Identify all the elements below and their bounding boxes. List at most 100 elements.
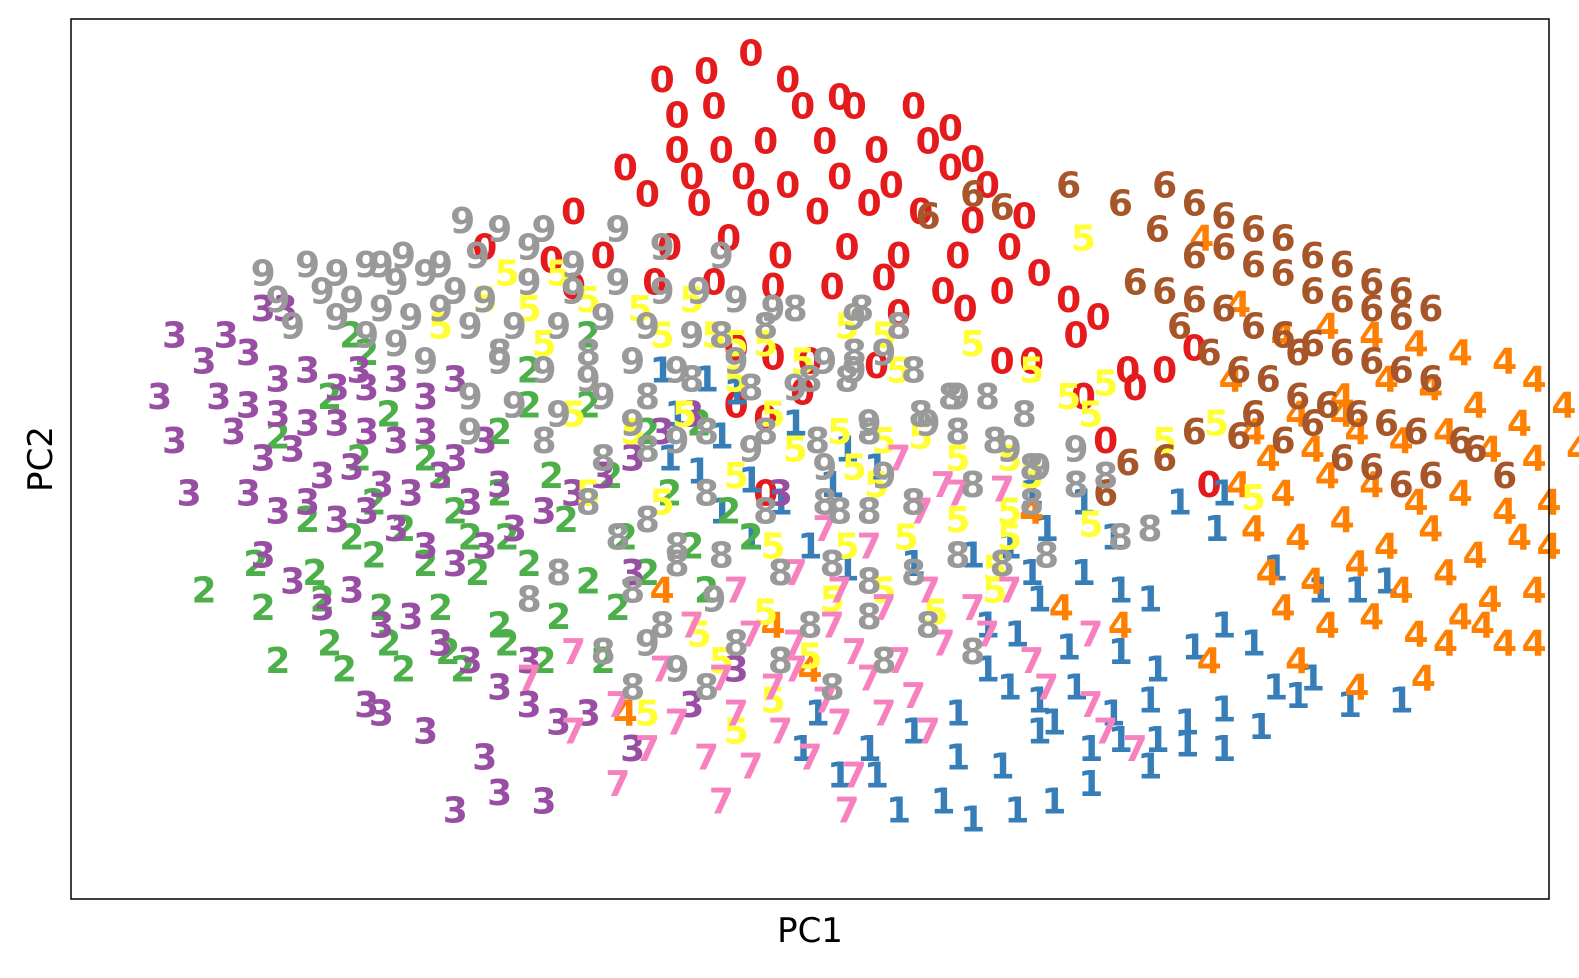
point-digit-9: 9 [369,289,394,330]
point-digit-4: 4 [1448,333,1473,374]
point-digit-8: 8 [960,465,985,506]
point-digit-1: 1 [1108,720,1133,761]
point-digit-0: 0 [990,342,1015,383]
point-digit-9: 9 [531,351,556,392]
point-digit-3: 3 [650,412,675,453]
point-digit-1: 1 [1145,720,1170,761]
point-digit-1: 1 [975,606,1000,647]
point-digit-4: 4 [1433,412,1458,453]
point-digit-4: 4 [1270,474,1295,515]
point-digit-8: 8 [975,377,1000,418]
point-digit-9: 9 [812,447,837,488]
point-digit-6: 6 [1403,412,1428,453]
point-digit-0: 0 [827,78,852,119]
point-digit-3: 3 [517,641,542,682]
point-digit-0: 0 [1197,465,1222,506]
point-digit-8: 8 [1019,483,1044,524]
point-digit-3: 3 [265,395,290,436]
point-digit-6: 6 [1256,359,1281,400]
point-digit-1: 1 [1204,509,1229,550]
point-digit-1: 1 [1300,659,1325,700]
point-digit-3: 3 [339,447,364,488]
point-digit-4: 4 [1197,641,1222,682]
point-digit-1: 1 [1374,562,1399,603]
point-digit-6: 6 [1182,183,1207,224]
point-digit-9: 9 [487,210,512,251]
point-digit-5: 5 [1019,351,1044,392]
point-digit-9: 9 [871,333,896,374]
point-digit-9: 9 [591,377,616,418]
point-digit-9: 9 [561,245,586,286]
point-digit-1: 1 [1211,474,1236,515]
point-digit-5: 5 [1078,505,1103,546]
point-digit-9: 9 [428,245,453,286]
point-digit-4: 4 [1403,615,1428,656]
point-digit-1: 1 [738,461,763,502]
point-digit-0: 0 [642,263,667,304]
point-digit-1: 1 [1285,676,1310,717]
point-digit-1: 1 [709,491,734,532]
point-digit-9: 9 [871,456,896,497]
point-digit-1: 1 [1211,729,1236,770]
point-digit-1: 1 [1145,650,1170,691]
point-digit-3: 3 [384,421,409,462]
point-digit-2: 2 [295,500,320,541]
point-digit-1: 1 [1167,483,1192,524]
point-digit-6: 6 [1115,443,1140,484]
point-digit-7: 7 [1093,711,1118,752]
point-digit-0: 0 [1056,280,1081,321]
point-digit-6: 6 [1152,271,1177,312]
point-digit-1: 1 [1041,782,1066,823]
point-digit-3: 3 [236,474,261,515]
point-digit-7: 7 [1034,667,1059,708]
point-digit-4: 4 [1477,579,1502,620]
point-digit-8: 8 [945,412,970,453]
point-digit-4: 4 [1403,483,1428,524]
point-digit-3: 3 [531,491,556,532]
point-digit-9: 9 [724,342,749,383]
point-digit-3: 3 [273,289,298,330]
point-digit-7: 7 [916,711,941,752]
point-digit-7: 7 [561,632,586,673]
point-digit-7: 7 [886,641,911,682]
point-digit-9: 9 [384,263,409,304]
point-digit-6: 6 [1389,298,1414,339]
point-digit-7: 7 [871,694,896,735]
point-digit-0: 0 [945,236,970,277]
point-digit-9: 9 [324,254,349,295]
point-digit-5: 5 [627,289,652,330]
point-digit-6: 6 [1270,219,1295,260]
point-digit-1: 1 [768,483,793,524]
point-digit-8: 8 [664,527,689,568]
point-digit-1: 1 [1078,729,1103,770]
point-digit-6: 6 [1241,395,1266,436]
point-digit-5: 5 [635,694,660,735]
point-digit-2: 2 [531,641,556,682]
point-digit-1: 1 [738,518,763,559]
point-digit-1: 1 [960,535,985,576]
point-digit-3: 3 [561,474,586,515]
point-digit-3: 3 [546,703,571,744]
point-digit-8: 8 [857,412,882,453]
point-digit-1: 1 [1241,623,1266,664]
point-digit-4: 4 [1300,430,1325,471]
point-digit-4: 4 [1463,535,1488,576]
point-digit-0: 0 [916,122,941,163]
point-digit-0: 0 [990,271,1015,312]
point-digit-7: 7 [768,711,793,752]
point-digit-1: 1 [1307,571,1332,612]
point-digit-0: 0 [864,131,889,172]
point-digit-0: 0 [561,267,586,308]
point-digit-3: 3 [347,351,372,392]
point-digit-5: 5 [724,711,749,752]
point-digit-1: 1 [1027,711,1052,752]
point-digit-3: 3 [251,535,276,576]
point-digit-5: 5 [982,549,1007,590]
point-digit-1: 1 [1263,549,1288,590]
point-digit-6: 6 [1145,210,1170,251]
point-digit-0: 0 [760,267,785,308]
point-digit-7: 7 [886,439,911,480]
point-digit-9: 9 [945,377,970,418]
point-digit-8: 8 [1108,518,1133,559]
point-digit-8: 8 [1034,535,1059,576]
